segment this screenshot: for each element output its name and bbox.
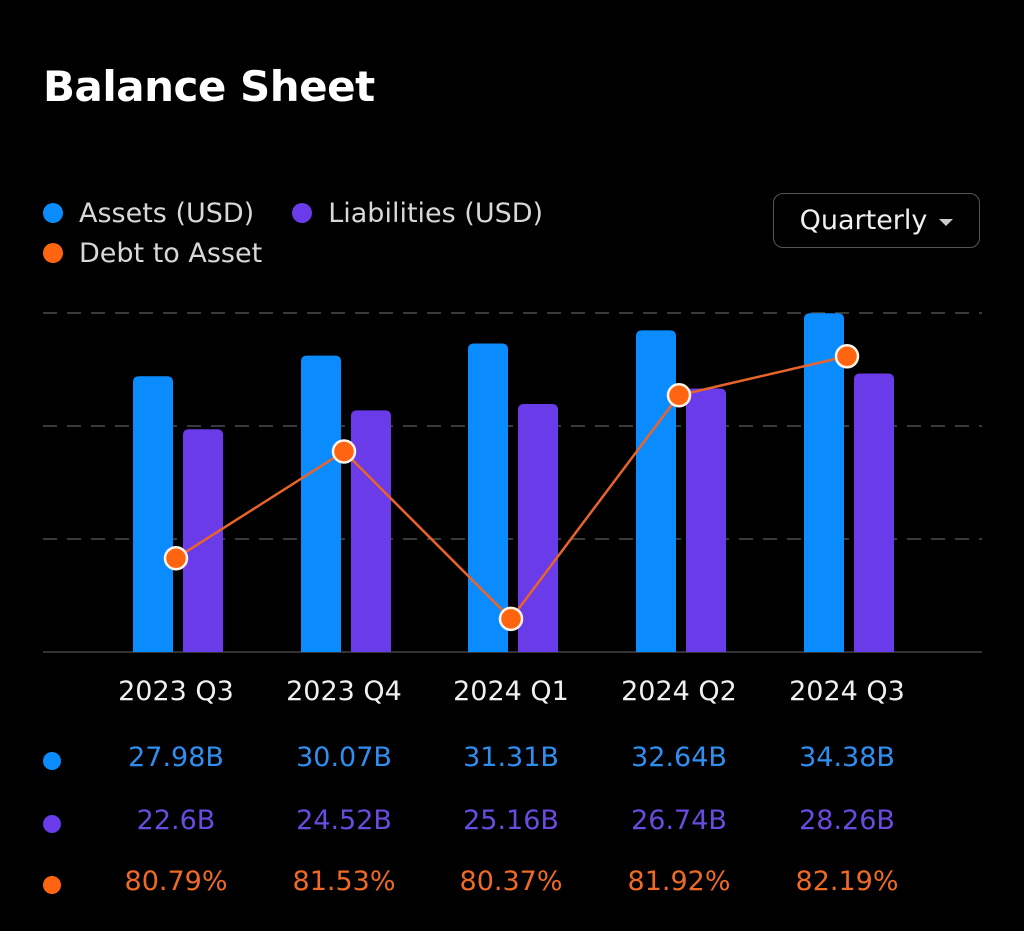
value-cell: 24.52B bbox=[296, 805, 392, 836]
debt-to-asset-line bbox=[175, 355, 848, 621]
legend-label: Debt to Asset bbox=[79, 237, 263, 269]
assets-bar bbox=[301, 355, 341, 652]
debt-to-asset-point bbox=[498, 606, 524, 632]
value-cell: 30.07B bbox=[296, 742, 392, 773]
debt-to-asset-point bbox=[163, 545, 189, 571]
debt-to-asset-point bbox=[666, 382, 692, 408]
liabilities-bar bbox=[518, 404, 558, 652]
period-dropdown-value: Quarterly bbox=[799, 205, 928, 236]
legend-item-liabilities[interactable]: Liabilities (USD) bbox=[292, 198, 543, 229]
value-cell: 34.38B bbox=[799, 742, 895, 773]
value-cell: 27.98B bbox=[128, 742, 224, 773]
value-cell: 82.19% bbox=[795, 866, 899, 897]
value-cell: 28.26B bbox=[799, 805, 895, 836]
value-cell: 81.92% bbox=[627, 866, 731, 897]
x-axis-labels: 2023 Q3 2023 Q4 2024 Q1 2024 Q2 2024 Q3 bbox=[0, 676, 1024, 716]
value-cell: 32.64B bbox=[631, 742, 727, 773]
legend-label: Liabilities (USD) bbox=[328, 197, 544, 229]
assets-bar bbox=[804, 313, 844, 652]
liabilities-dot-icon bbox=[292, 203, 313, 223]
value-cell: 80.37% bbox=[459, 866, 563, 897]
x-tick-label: 2023 Q4 bbox=[286, 676, 402, 707]
series-dot-icon bbox=[43, 876, 61, 894]
assets-bar bbox=[133, 376, 173, 652]
liabilities-bar bbox=[686, 388, 726, 652]
x-tick-label: 2024 Q3 bbox=[789, 676, 905, 707]
liabilities-row: 22.6B 24.52B 25.16B 26.74B 28.26B bbox=[0, 805, 1024, 845]
assets-bar bbox=[636, 330, 676, 652]
legend-item-debt-to-asset[interactable]: Debt to Asset bbox=[43, 238, 262, 269]
debt-to-asset-dot-icon bbox=[43, 243, 63, 263]
period-dropdown[interactable]: Quarterly bbox=[773, 193, 980, 248]
legend-item-assets[interactable]: Assets (USD) bbox=[43, 198, 254, 229]
value-cell: 26.74B bbox=[631, 805, 727, 836]
page-title: Balance Sheet bbox=[43, 62, 375, 111]
x-tick-label: 2024 Q2 bbox=[621, 676, 737, 707]
value-cell: 81.53% bbox=[292, 866, 396, 897]
value-cell: 80.79% bbox=[124, 866, 228, 897]
value-cell: 31.31B bbox=[463, 742, 559, 773]
series-dot-icon bbox=[43, 815, 61, 833]
x-tick-label: 2024 Q1 bbox=[453, 676, 569, 707]
liabilities-bar bbox=[854, 373, 894, 652]
liabilities-bar bbox=[351, 410, 391, 652]
balance-sheet-chart bbox=[43, 312, 982, 653]
value-cell: 25.16B bbox=[463, 805, 559, 836]
series-dot-icon bbox=[43, 752, 61, 770]
caret-down-icon bbox=[939, 219, 954, 226]
x-tick-label: 2023 Q3 bbox=[118, 676, 234, 707]
assets-dot-icon bbox=[43, 203, 63, 223]
legend-label: Assets (USD) bbox=[79, 197, 255, 229]
debt-to-asset-row: 80.79% 81.53% 80.37% 81.92% 82.19% bbox=[0, 866, 1024, 906]
assets-bar bbox=[468, 343, 508, 652]
debt-to-asset-point bbox=[331, 439, 357, 464]
debt-to-asset-point bbox=[834, 344, 860, 369]
assets-row: 27.98B 30.07B 31.31B 32.64B 34.38B bbox=[0, 742, 1024, 782]
chart-legend: Assets (USD) Liabilities (USD) Debt to A… bbox=[43, 193, 581, 273]
value-cell: 22.6B bbox=[136, 805, 216, 836]
